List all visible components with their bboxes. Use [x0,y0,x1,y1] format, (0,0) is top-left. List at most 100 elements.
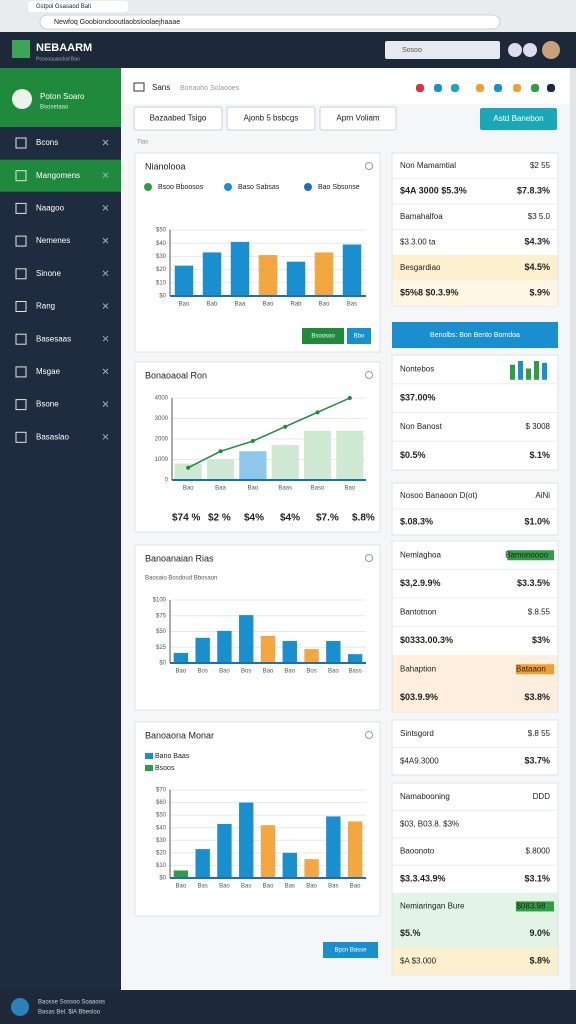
legend-swatch [224,183,232,191]
search-placeholder: Sosoo [402,47,422,54]
panel-button-label[interactable]: Bsoosoo [311,334,335,340]
card-row-bg [392,947,558,975]
nav-item[interactable]: Sinone [36,269,61,278]
nav-close[interactable] [102,433,109,440]
tab-button[interactable] [319,106,397,131]
y-tick-label: $25 [156,645,167,651]
bar [258,255,278,296]
panel-button[interactable] [347,328,371,344]
action-button[interactable] [480,108,557,130]
panel-title: Banoaona Monar [145,730,214,740]
card-header-button[interactable] [392,322,558,348]
nav-close[interactable] [102,401,109,407]
card-text: Bamonoooo [505,550,549,559]
legend-swatch [144,183,152,191]
figure: $2 % [208,513,231,524]
card-text: $.9% [529,288,550,298]
panel-button[interactable] [302,328,344,344]
profile-avatar [12,89,32,109]
figure: $7.% [316,513,339,524]
toolbar-icon[interactable] [416,84,424,92]
nav-close[interactable] [102,335,109,342]
card-text: Baoonoto [400,847,435,856]
icon[interactable] [523,43,537,57]
nav-item[interactable]: Bsone [36,400,59,409]
bar [304,859,319,878]
bar [173,652,189,663]
bottom-button[interactable] [323,942,378,958]
nav-item[interactable]: Nemenes [36,236,70,245]
toolbar-icon[interactable] [547,84,555,92]
nav-close[interactable] [102,205,109,211]
toolbar-icon[interactable] [434,84,442,92]
toolbar-icon[interactable] [494,84,502,92]
nav-item[interactable]: Naagoo [36,204,65,213]
bar [173,870,189,878]
address-bar[interactable] [39,14,501,30]
bar [174,463,202,480]
bottom-button-label[interactable]: Bpcn Basse [334,948,367,954]
y-tick-label: $50 [156,629,167,635]
tab-label[interactable]: Bazaabed Tsigo [150,114,207,123]
card-row-bg [392,683,558,712]
panel-menu[interactable] [365,554,373,562]
tab-label[interactable]: Ajonb 5 bsbcgs [244,114,299,123]
card-header-label[interactable]: Benolbs: Bon Bento Bomdoa [430,332,520,339]
x-tick-label: Bas [197,884,207,890]
search-box[interactable] [385,41,500,59]
tab-label[interactable]: Aprn Voliam [336,114,379,123]
tagline: Poosoauaodod Bao [36,56,80,62]
nav-icon [15,170,27,182]
card-text: Sintsgord [400,729,434,738]
nav-item[interactable]: Basesaas [36,334,71,343]
x-tick-label: Bao [219,884,230,890]
badge [515,664,554,675]
footer [0,990,576,1024]
nav-close[interactable] [102,139,109,146]
nav-close[interactable] [102,270,109,277]
card-row-bg [392,280,558,306]
nav-item[interactable]: Msgae [36,367,61,376]
avatar[interactable] [542,41,560,59]
card-text: Bataaon [516,664,546,673]
nav-item[interactable]: Mangomens [36,171,80,180]
spark-bar [526,368,531,380]
card-text: $0333.00.3% [400,635,453,645]
panel-menu[interactable] [365,371,373,379]
nav-close[interactable] [102,368,109,375]
tab-button[interactable] [226,106,316,131]
toolbar-icon[interactable] [531,84,539,92]
icon[interactable] [508,43,522,57]
panel-subtitle: Baosaio Bosdoud Bbosaon [145,576,217,582]
card-text: $3.1% [524,873,550,883]
figure: $74 % [172,513,200,524]
legend-label: Bsoo Bboosos [158,184,204,191]
y-tick-label: 4000 [155,396,169,402]
y-tick-label: $10 [156,863,167,869]
figure: $4% [244,513,264,524]
nav-item[interactable]: Bcons [36,138,58,147]
card-text: $0.5% [400,450,426,460]
bar [217,823,232,878]
panel-menu[interactable] [365,162,373,170]
footer-line: Basas Bel. $lA Bbesloo [38,1010,101,1016]
nav-item[interactable]: Rang [36,302,55,311]
nav-close[interactable] [102,303,109,309]
card-text: $.8 55 [528,729,551,738]
panel-button-label[interactable]: Bbo [354,334,365,340]
nav-item[interactable]: Basaslao [36,432,69,441]
toolbar-icon[interactable] [513,84,521,92]
action-label[interactable]: Astd Banebon [493,114,543,123]
bar [286,261,306,296]
panel-menu[interactable] [365,731,373,739]
toolbar-icon[interactable] [451,84,459,92]
nav-close[interactable] [102,237,109,244]
tab-button[interactable] [133,106,223,131]
spark-bar [518,361,523,380]
browser-tab[interactable] [28,1,128,12]
nav-close[interactable] [102,172,109,179]
toolbar-icon[interactable] [476,84,484,92]
card-text: $3.3.00 ta [400,237,436,246]
y-tick-label: 0 [165,478,169,484]
x-tick-label: Bao [344,486,355,492]
